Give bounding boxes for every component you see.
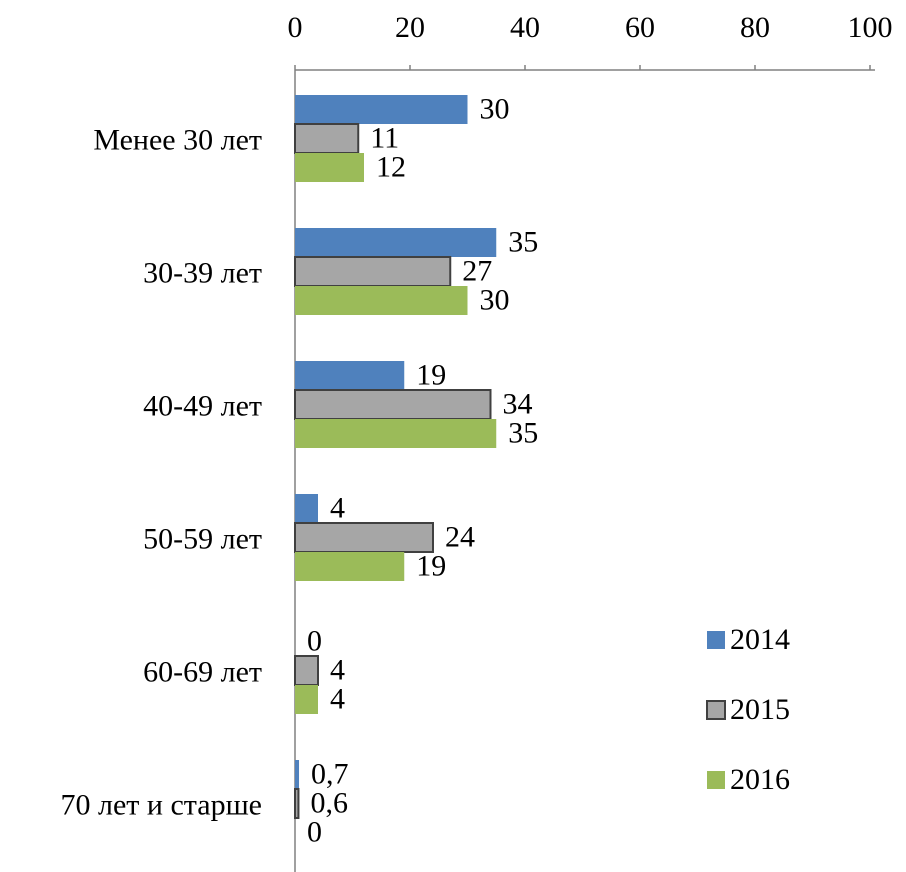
- data-label: 4: [330, 653, 345, 686]
- category-label: Менее 30 лет: [93, 123, 262, 156]
- x-tick-label: 60: [625, 11, 655, 44]
- data-label: 19: [416, 358, 446, 391]
- bar: [294, 123, 360, 154]
- legend-swatch: [706, 700, 726, 720]
- x-tick-label: 0: [288, 11, 303, 44]
- data-label: 4: [330, 491, 345, 524]
- data-label: 4: [330, 682, 345, 715]
- data-label: 0,7: [311, 757, 349, 790]
- x-tick-label: 20: [395, 11, 425, 44]
- data-label: 19: [416, 549, 446, 582]
- bar: [295, 361, 405, 390]
- bar: [295, 228, 497, 257]
- data-label: 35: [508, 416, 538, 449]
- x-tick-label: 80: [740, 11, 770, 44]
- bar: [294, 522, 434, 553]
- data-label: 30: [480, 92, 510, 125]
- data-label: 30: [480, 283, 510, 316]
- category-label: 60-69 лет: [143, 655, 262, 688]
- bar: [295, 760, 300, 789]
- legend-swatch: [707, 631, 725, 649]
- data-label: 35: [508, 225, 538, 258]
- data-label: 0,6: [310, 786, 348, 819]
- bar: [295, 95, 468, 124]
- bar: [295, 685, 318, 714]
- x-tick-label: 40: [510, 11, 540, 44]
- legend-swatch: [707, 771, 725, 789]
- data-label: 24: [445, 520, 475, 553]
- category-label: 70 лет и старше: [61, 788, 262, 821]
- data-label: 34: [503, 387, 533, 420]
- bar: [295, 419, 497, 448]
- category-label: 50-59 лет: [143, 522, 262, 555]
- legend-label: 2015: [730, 693, 790, 726]
- data-label: 27: [462, 254, 492, 287]
- bar: [294, 655, 319, 686]
- legend-label: 2016: [730, 763, 790, 796]
- data-label: 12: [376, 150, 406, 183]
- bar: [295, 494, 318, 523]
- data-label: 11: [370, 121, 399, 154]
- x-tick-label: 100: [848, 11, 893, 44]
- bar: [294, 389, 492, 420]
- category-label: 30-39 лет: [143, 256, 262, 289]
- bar: [295, 286, 468, 315]
- bar: [294, 788, 300, 819]
- data-label: 0: [307, 815, 322, 848]
- data-label: 0: [307, 624, 322, 657]
- category-label: 40-49 лет: [143, 389, 262, 422]
- legend-label: 2014: [730, 623, 790, 656]
- bar: [295, 552, 405, 581]
- bar: [294, 256, 452, 287]
- bar: [295, 153, 364, 182]
